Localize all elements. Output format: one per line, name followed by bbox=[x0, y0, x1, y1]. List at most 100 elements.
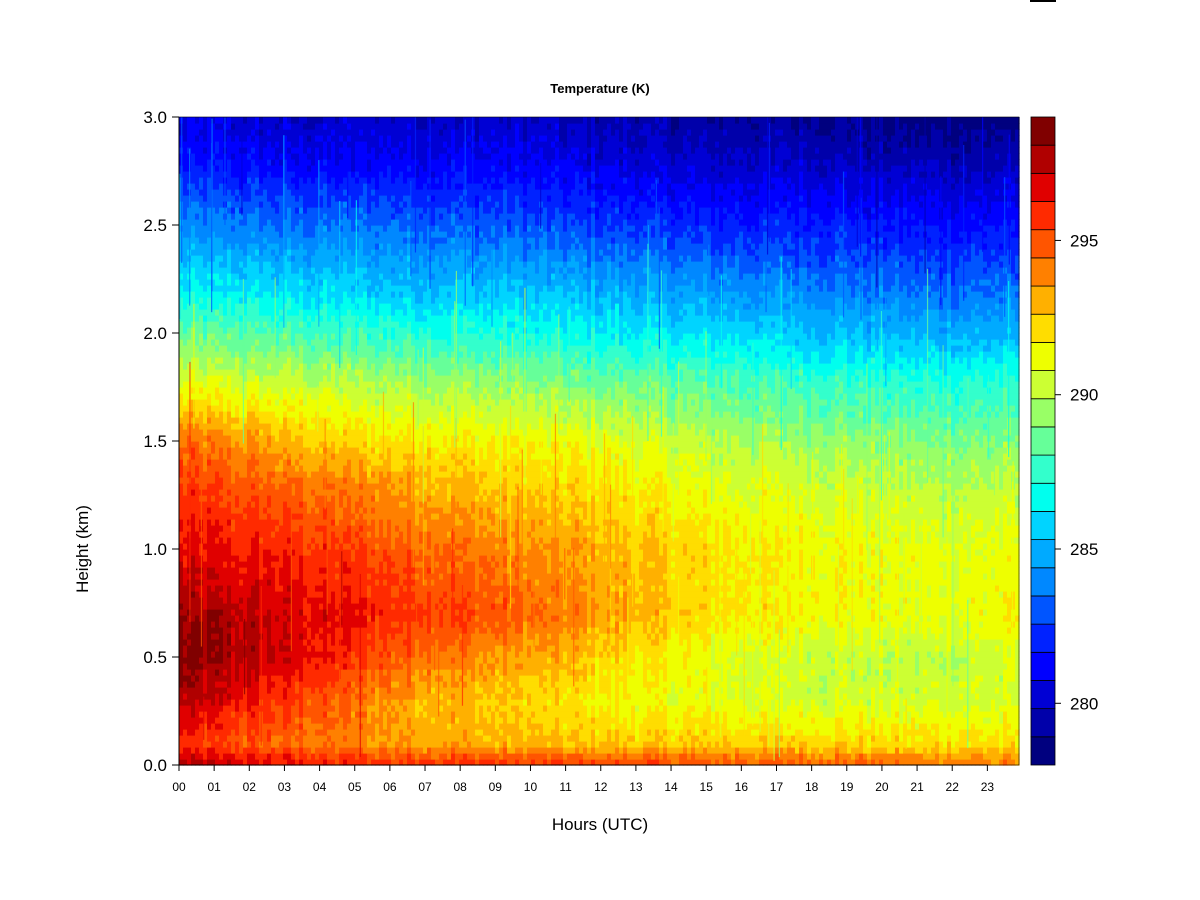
heatmap-cell bbox=[247, 741, 252, 748]
heatmap-cell bbox=[263, 303, 268, 310]
heatmap-cell bbox=[299, 567, 304, 574]
heatmap-cell bbox=[235, 423, 240, 430]
heatmap-cell bbox=[327, 531, 332, 538]
heatmap-cell bbox=[259, 339, 264, 346]
heatmap-cell bbox=[219, 723, 224, 730]
heatmap-cell bbox=[279, 633, 284, 640]
heatmap-cell bbox=[267, 117, 272, 124]
heatmap-cell bbox=[187, 549, 192, 556]
heatmap-cell bbox=[351, 411, 356, 418]
heatmap-cell bbox=[295, 345, 300, 352]
heatmap-cell bbox=[235, 747, 240, 754]
heatmap-cell bbox=[207, 129, 212, 136]
heatmap-cell bbox=[299, 633, 304, 640]
heatmap-cell bbox=[187, 585, 192, 592]
heatmap-cell bbox=[195, 201, 200, 208]
heatmap-cell bbox=[303, 387, 308, 394]
heatmap-cell bbox=[235, 207, 240, 214]
heatmap-cell bbox=[255, 381, 260, 388]
heatmap-cell bbox=[275, 207, 280, 214]
heatmap-cell bbox=[211, 417, 216, 424]
heatmap-cell bbox=[243, 447, 248, 454]
heatmap-cell bbox=[355, 573, 360, 580]
heatmap-cell bbox=[299, 399, 304, 406]
heatmap-cell bbox=[199, 255, 204, 262]
heatmap-cell bbox=[287, 333, 292, 340]
heatmap-cell bbox=[255, 639, 260, 646]
heatmap-cell bbox=[319, 489, 324, 496]
heatmap-cell bbox=[339, 339, 344, 346]
heatmap-cell bbox=[351, 723, 356, 730]
heatmap-cell bbox=[259, 513, 264, 520]
heatmap-cell bbox=[227, 225, 232, 232]
heatmap-cell bbox=[351, 687, 356, 694]
heatmap-cell bbox=[259, 417, 264, 424]
heatmap-cell bbox=[215, 405, 220, 412]
heatmap-cell bbox=[231, 477, 236, 484]
heatmap-cell bbox=[299, 717, 304, 724]
heatmap-cell bbox=[223, 393, 228, 400]
heatmap-cell bbox=[179, 591, 184, 598]
heatmap-cell bbox=[255, 597, 260, 604]
heatmap-cell bbox=[335, 351, 340, 358]
heatmap-cell bbox=[255, 363, 260, 370]
heatmap-cell bbox=[191, 585, 196, 592]
heatmap-cell bbox=[187, 567, 192, 574]
heatmap-cell bbox=[251, 369, 256, 376]
heatmap-cell bbox=[299, 591, 304, 598]
heatmap-cell bbox=[203, 135, 208, 142]
heatmap-cell bbox=[343, 681, 348, 688]
heatmap-cell bbox=[223, 501, 228, 508]
heatmap-cell bbox=[311, 447, 316, 454]
heatmap-cell bbox=[211, 441, 216, 448]
heatmap-cell bbox=[339, 321, 344, 328]
heatmap-cell bbox=[303, 525, 308, 532]
heatmap-cell bbox=[299, 687, 304, 694]
heatmap-cell bbox=[331, 501, 336, 508]
heatmap-cell bbox=[243, 681, 248, 688]
heatmap-cell bbox=[259, 531, 264, 538]
heatmap-cell bbox=[335, 165, 340, 172]
heatmap-cell bbox=[223, 417, 228, 424]
heatmap-cell bbox=[259, 201, 264, 208]
heatmap-cell bbox=[275, 693, 280, 700]
heatmap-cell bbox=[247, 711, 252, 718]
heatmap-cell bbox=[195, 435, 200, 442]
heatmap-cell bbox=[255, 609, 260, 616]
heatmap-cell bbox=[315, 225, 320, 232]
heatmap-cell bbox=[187, 453, 192, 460]
heatmap-cell bbox=[319, 573, 324, 580]
heatmap-cell bbox=[195, 645, 200, 652]
heatmap-cell bbox=[263, 741, 268, 748]
heatmap-cell bbox=[283, 705, 288, 712]
heatmap-cell bbox=[227, 147, 232, 154]
heatmap-cell bbox=[327, 315, 332, 322]
heatmap-cell bbox=[331, 561, 336, 568]
heatmap-cell bbox=[255, 411, 260, 418]
heatmap-cell bbox=[219, 129, 224, 136]
heatmap-cell bbox=[219, 255, 224, 262]
heatmap-cell bbox=[227, 153, 232, 160]
heatmap-cell bbox=[347, 681, 352, 688]
heatmap-cell bbox=[279, 411, 284, 418]
heatmap-cell bbox=[271, 135, 276, 142]
heatmap-cell bbox=[283, 615, 288, 622]
heatmap-cell bbox=[347, 321, 352, 328]
heatmap-cell bbox=[355, 417, 360, 424]
heatmap-cell bbox=[351, 447, 356, 454]
heatmap-cell bbox=[275, 261, 280, 268]
heatmap-cell bbox=[275, 123, 280, 130]
heatmap-cell bbox=[295, 195, 300, 202]
heatmap-cell bbox=[251, 501, 256, 508]
heatmap-cell bbox=[267, 711, 272, 718]
heatmap-cell bbox=[339, 651, 344, 658]
heatmap-cell bbox=[183, 483, 188, 490]
heatmap-cell bbox=[279, 453, 284, 460]
heatmap-cell bbox=[331, 327, 336, 334]
heatmap-cell bbox=[279, 627, 284, 634]
heatmap-cell bbox=[267, 399, 272, 406]
heatmap-cell bbox=[199, 159, 204, 166]
heatmap-cell bbox=[343, 633, 348, 640]
heatmap-cell bbox=[227, 687, 232, 694]
heatmap-cell bbox=[243, 663, 248, 670]
